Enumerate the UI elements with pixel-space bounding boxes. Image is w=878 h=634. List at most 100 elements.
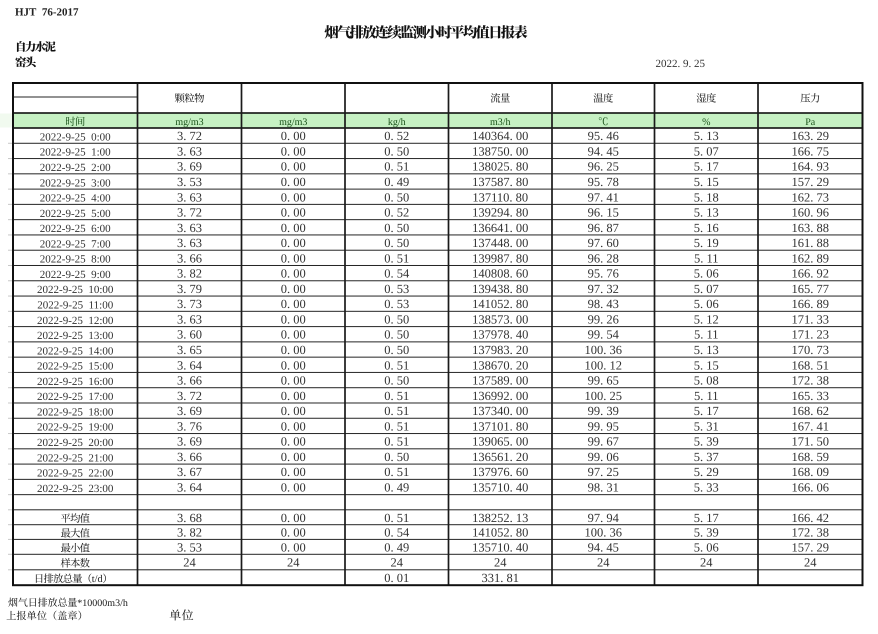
svg-text:100. 36: 100. 36 <box>585 526 623 540</box>
svg-text:97. 32: 97. 32 <box>588 282 619 296</box>
svg-text:5. 39: 5. 39 <box>694 435 719 449</box>
svg-text:2022-9-25 16:00: 2022-9-25 16:00 <box>37 376 114 388</box>
svg-text:HJT 76-2017: HJT 76-2017 <box>15 6 79 18</box>
svg-text:0. 00: 0. 00 <box>281 190 306 204</box>
svg-text:0. 00: 0. 00 <box>281 328 306 342</box>
svg-text:5. 15: 5. 15 <box>694 358 719 372</box>
svg-text:24: 24 <box>700 556 713 570</box>
svg-text:99. 26: 99. 26 <box>588 312 619 326</box>
svg-text:3. 69: 3. 69 <box>177 435 202 449</box>
svg-text:3. 72: 3. 72 <box>177 206 202 220</box>
svg-text:3. 79: 3. 79 <box>177 282 202 296</box>
svg-text:0. 50: 0. 50 <box>384 450 409 464</box>
svg-text:0. 49: 0. 49 <box>384 175 409 189</box>
svg-text:mg/m3: mg/m3 <box>175 117 203 128</box>
svg-text:0. 00: 0. 00 <box>281 419 306 433</box>
svg-text:5. 19: 5. 19 <box>694 236 719 250</box>
svg-text:94. 45: 94. 45 <box>588 144 619 158</box>
svg-text:3. 64: 3. 64 <box>177 358 203 372</box>
svg-text:2022-9-25 21:00: 2022-9-25 21:00 <box>37 452 114 464</box>
svg-text:0. 00: 0. 00 <box>281 343 306 357</box>
svg-text:137589. 00: 137589. 00 <box>472 374 528 388</box>
svg-text:171. 33: 171. 33 <box>792 312 830 326</box>
svg-text:5. 17: 5. 17 <box>694 404 719 418</box>
svg-text:0. 00: 0. 00 <box>281 389 306 403</box>
svg-text:99. 06: 99. 06 <box>588 450 619 464</box>
svg-text:5. 17: 5. 17 <box>694 160 719 174</box>
svg-text:2022-9-25 2:00: 2022-9-25 2:00 <box>40 162 111 174</box>
svg-text:0. 51: 0. 51 <box>384 419 409 433</box>
svg-text:0. 54: 0. 54 <box>384 526 410 540</box>
svg-text:3. 69: 3. 69 <box>177 160 202 174</box>
svg-text:5. 06: 5. 06 <box>694 267 719 281</box>
svg-text:331. 81: 331. 81 <box>482 571 520 585</box>
svg-text:5. 16: 5. 16 <box>694 221 719 235</box>
svg-text:0. 00: 0. 00 <box>281 358 306 372</box>
svg-text:0. 49: 0. 49 <box>384 540 409 554</box>
svg-text:*10000m3/h: *10000m3/h <box>77 598 128 609</box>
svg-text:3. 66: 3. 66 <box>177 251 202 265</box>
svg-text:3. 63: 3. 63 <box>177 221 202 235</box>
svg-text:0. 00: 0. 00 <box>281 435 306 449</box>
svg-text:3. 67: 3. 67 <box>177 465 202 479</box>
svg-text:168. 62: 168. 62 <box>792 404 830 418</box>
svg-text:0. 00: 0. 00 <box>281 144 306 158</box>
svg-text:5. 33: 5. 33 <box>694 481 719 495</box>
svg-text:0. 51: 0. 51 <box>384 358 409 372</box>
svg-text:139987. 80: 139987. 80 <box>472 251 528 265</box>
svg-text:2022-9-25 3:00: 2022-9-25 3:00 <box>40 177 111 189</box>
svg-text:0. 50: 0. 50 <box>384 221 409 235</box>
svg-text:0. 00: 0. 00 <box>281 374 306 388</box>
svg-text:171. 23: 171. 23 <box>792 328 830 342</box>
svg-text:164. 93: 164. 93 <box>792 160 830 174</box>
svg-text:3. 53: 3. 53 <box>177 175 202 189</box>
svg-text:2022-9-25 0:00: 2022-9-25 0:00 <box>40 131 111 143</box>
svg-text:0. 00: 0. 00 <box>281 129 306 143</box>
svg-text:3. 65: 3. 65 <box>177 343 202 357</box>
svg-text:2022-9-25 5:00: 2022-9-25 5:00 <box>40 208 111 220</box>
svg-text:2022-9-25 19:00: 2022-9-25 19:00 <box>37 422 114 434</box>
svg-text:171. 50: 171. 50 <box>792 435 830 449</box>
svg-text:166. 06: 166. 06 <box>792 481 830 495</box>
svg-text:139438. 80: 139438. 80 <box>472 282 528 296</box>
svg-text:5. 06: 5. 06 <box>694 297 719 311</box>
svg-text:0. 53: 0. 53 <box>384 297 409 311</box>
svg-text:2022-9-25 17:00: 2022-9-25 17:00 <box>37 391 114 403</box>
svg-text:141052. 80: 141052. 80 <box>472 297 528 311</box>
svg-text:138750. 00: 138750. 00 <box>472 144 528 158</box>
svg-text:162. 73: 162. 73 <box>792 190 830 204</box>
svg-text:mg/m3: mg/m3 <box>279 117 307 128</box>
svg-text:97. 41: 97. 41 <box>588 190 619 204</box>
svg-text:137110. 80: 137110. 80 <box>472 190 528 204</box>
svg-text:24: 24 <box>183 556 196 570</box>
svg-text:5. 06: 5. 06 <box>694 540 719 554</box>
svg-text:5. 15: 5. 15 <box>694 175 719 189</box>
svg-text:137978. 40: 137978. 40 <box>472 328 528 342</box>
svg-text:0. 00: 0. 00 <box>281 236 306 250</box>
svg-text:0. 51: 0. 51 <box>384 465 409 479</box>
svg-text:0. 50: 0. 50 <box>384 144 409 158</box>
svg-text:138573. 00: 138573. 00 <box>472 312 528 326</box>
svg-text:5. 18: 5. 18 <box>694 190 719 204</box>
svg-text:97. 94: 97. 94 <box>588 511 620 525</box>
svg-text:135710. 40: 135710. 40 <box>472 540 528 554</box>
svg-text:2022-9-25 1:00: 2022-9-25 1:00 <box>40 147 111 159</box>
svg-text:2022-9-25 22:00: 2022-9-25 22:00 <box>37 468 114 480</box>
svg-text:3. 53: 3. 53 <box>177 540 202 554</box>
svg-text:24: 24 <box>494 556 507 570</box>
svg-text:162. 89: 162. 89 <box>792 251 830 265</box>
svg-text:137448. 00: 137448. 00 <box>472 236 528 250</box>
svg-text:99. 54: 99. 54 <box>588 328 620 342</box>
svg-text:0. 00: 0. 00 <box>281 251 306 265</box>
svg-text:168. 09: 168. 09 <box>792 465 830 479</box>
svg-text:100. 12: 100. 12 <box>585 358 623 372</box>
svg-text:2022-9-25 7:00: 2022-9-25 7:00 <box>40 238 111 250</box>
svg-text:0. 51: 0. 51 <box>384 251 409 265</box>
svg-text:0. 00: 0. 00 <box>281 540 306 554</box>
svg-text:0. 00: 0. 00 <box>281 206 306 220</box>
svg-text:3. 82: 3. 82 <box>177 267 202 281</box>
svg-text:5. 13: 5. 13 <box>694 343 719 357</box>
svg-text:5. 11: 5. 11 <box>694 251 719 265</box>
svg-text:166. 92: 166. 92 <box>792 267 830 281</box>
svg-text:136641. 00: 136641. 00 <box>472 221 528 235</box>
